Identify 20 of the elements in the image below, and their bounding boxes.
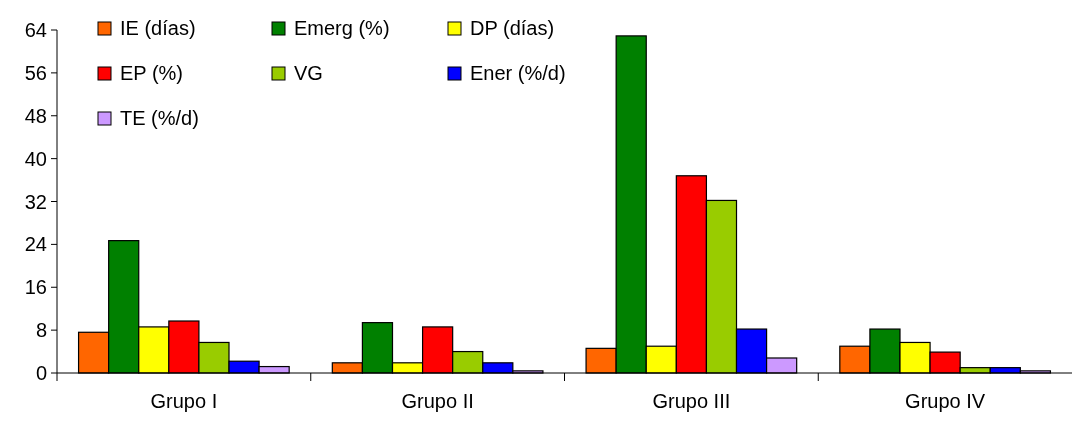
- y-tick-label: 0: [35, 362, 47, 384]
- legend-label: Ener (%/d): [470, 62, 566, 84]
- legend-label: IE (días): [120, 17, 196, 39]
- y-tick-label: 64: [24, 19, 47, 41]
- legend-label: EP (%): [120, 62, 183, 84]
- legend-label: DP (días): [470, 17, 555, 39]
- x-tick-label: Grupo II: [401, 390, 474, 412]
- legend-label: TE (%/d): [120, 107, 199, 129]
- x-tick-label: Grupo I: [150, 390, 218, 412]
- legend-label: Emerg (%): [294, 17, 390, 39]
- y-tick-label: 40: [24, 147, 47, 170]
- y-tick-label: 56: [24, 61, 47, 84]
- y-tick-label: 16: [24, 276, 47, 299]
- legend-label: VG: [294, 62, 323, 84]
- y-tick-label: 24: [24, 233, 47, 256]
- y-tick-label: 32: [24, 190, 47, 213]
- y-tick-label: 48: [24, 104, 47, 127]
- y-tick-label: 8: [35, 319, 47, 342]
- x-tick-label: Grupo IV: [905, 390, 986, 412]
- x-tick-label: Grupo III: [652, 390, 731, 412]
